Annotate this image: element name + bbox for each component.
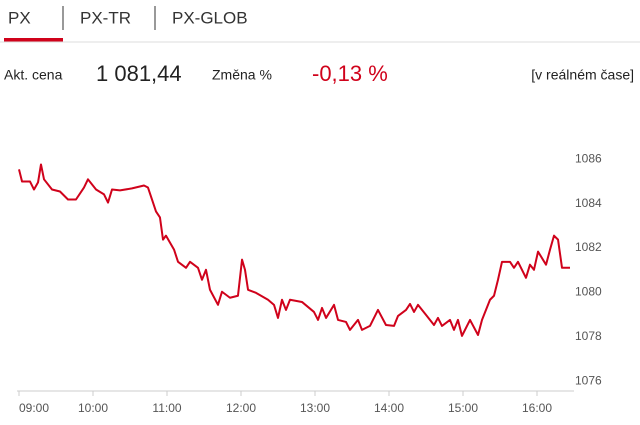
chart: 1076 1078 1080 1082 1084 1086 09:00 10:00 11:00 1… [17,152,602,415]
x-tick-label: 11:00 [152,401,181,415]
x-tick-label: 13:00 [300,401,330,415]
change: -0,13 % [312,61,388,86]
tab[interactable]: PX-GLOB [172,8,248,27]
price-label: Akt. cena [4,67,63,83]
x-tick-label: 09:00 [19,401,49,415]
x-tick-label: 12:00 [226,401,256,415]
x-tick-label: 14:00 [374,401,404,415]
y-tick-label: 1084 [575,196,602,210]
price-line [18,163,571,337]
y-tick-label: 1080 [575,285,602,299]
y-tick-label: 1086 [575,152,602,166]
price: 1 081,44 [96,61,182,86]
tab-underline [4,38,63,42]
x-tick-label: 10:00 [78,401,108,415]
x-tick-label: 15:00 [448,401,478,415]
x-tick-label: 16:00 [522,401,552,415]
realtime-note: [v reálném čase] [531,67,634,83]
change-label: Změna % [212,67,272,83]
tab[interactable]: PX-TR [80,8,131,27]
y-tick-label: 1078 [575,329,602,343]
y-tick-label: 1082 [575,240,602,254]
y-tick-label: 1076 [575,373,602,387]
tab[interactable]: PX [8,8,31,27]
